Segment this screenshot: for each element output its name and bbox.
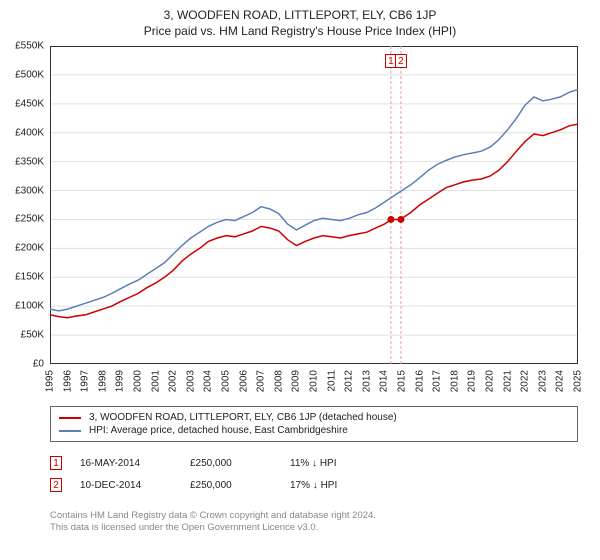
x-tick-label: 2003 — [185, 370, 196, 392]
sale-marker-box: 1 — [50, 456, 62, 470]
y-tick-label: £550K — [4, 41, 44, 52]
x-tick-label: 1999 — [115, 370, 126, 392]
footer: Contains HM Land Registry data © Crown c… — [50, 510, 376, 535]
sale-price: £250,000 — [190, 480, 290, 491]
footer-line-1: Contains HM Land Registry data © Crown c… — [50, 510, 376, 522]
x-tick-label: 2009 — [291, 370, 302, 392]
sale-callout: 2 — [395, 54, 407, 68]
x-tick-label: 1996 — [62, 370, 73, 392]
chart-subtitle: Price paid vs. HM Land Registry's House … — [0, 22, 600, 38]
x-tick-label: 2011 — [326, 370, 337, 392]
sale-diff: 11% ↓ HPI — [290, 458, 400, 469]
x-tick-label: 2002 — [168, 370, 179, 392]
x-tick-label: 2007 — [256, 370, 267, 392]
sales-table: 1 16-MAY-2014£250,00011% ↓ HPI 2 10-DEC-201… — [50, 452, 600, 496]
footer-line-2: This data is licensed under the Open Gov… — [50, 522, 376, 534]
x-tick-label: 2022 — [520, 370, 531, 392]
x-tick-label: 2023 — [537, 370, 548, 392]
x-tick-label: 2012 — [344, 370, 355, 392]
sale-marker-box: 2 — [50, 478, 62, 492]
y-tick-label: £100K — [4, 301, 44, 312]
legend-swatch — [59, 430, 81, 432]
sale-date: 16-MAY-2014 — [80, 458, 190, 469]
x-tick-label: 2000 — [133, 370, 144, 392]
y-tick-label: £50K — [4, 330, 44, 341]
x-tick-label: 2010 — [309, 370, 320, 392]
sale-price: £250,000 — [190, 458, 290, 469]
x-tick-label: 2015 — [397, 370, 408, 392]
x-tick-label: 2006 — [238, 370, 249, 392]
legend-label: 3, WOODFEN ROAD, LITTLEPORT, ELY, CB6 1J… — [89, 412, 397, 423]
legend-item: 3, WOODFEN ROAD, LITTLEPORT, ELY, CB6 1J… — [59, 411, 569, 424]
y-tick-label: £400K — [4, 127, 44, 138]
y-tick-label: £200K — [4, 243, 44, 254]
legend: 3, WOODFEN ROAD, LITTLEPORT, ELY, CB6 1J… — [50, 406, 578, 442]
plot-area: £0£50K£100K£150K£200K£250K£300K£350K£400… — [50, 46, 578, 364]
y-tick-label: £300K — [4, 185, 44, 196]
sale-diff: 17% ↓ HPI — [290, 480, 400, 491]
x-tick-label: 2016 — [414, 370, 425, 392]
x-tick-label: 2025 — [573, 370, 584, 392]
y-tick-label: £350K — [4, 156, 44, 167]
legend-swatch — [59, 417, 81, 419]
y-tick-label: £150K — [4, 272, 44, 283]
y-tick-label: £500K — [4, 69, 44, 80]
x-tick-label: 2021 — [502, 370, 513, 392]
sale-row: 2 10-DEC-2014£250,00017% ↓ HPI — [50, 474, 600, 496]
chart-title: 3, WOODFEN ROAD, LITTLEPORT, ELY, CB6 1J… — [0, 0, 600, 22]
y-tick-label: £250K — [4, 214, 44, 225]
x-tick-label: 2024 — [555, 370, 566, 392]
x-tick-label: 2017 — [432, 370, 443, 392]
chart-container: 3, WOODFEN ROAD, LITTLEPORT, ELY, CB6 1J… — [0, 0, 600, 560]
x-tick-label: 2018 — [449, 370, 460, 392]
x-tick-label: 2004 — [203, 370, 214, 392]
x-tick-label: 2008 — [273, 370, 284, 392]
x-tick-label: 2001 — [150, 370, 161, 392]
legend-item: HPI: Average price, detached house, East… — [59, 424, 569, 437]
x-tick-label: 2005 — [221, 370, 232, 392]
x-tick-label: 1998 — [97, 370, 108, 392]
sale-date: 10-DEC-2014 — [80, 480, 190, 491]
x-tick-label: 2019 — [467, 370, 478, 392]
y-tick-label: £0 — [4, 359, 44, 370]
legend-label: HPI: Average price, detached house, East… — [89, 425, 348, 436]
chart-svg — [50, 46, 578, 364]
x-tick-label: 2014 — [379, 370, 390, 392]
x-tick-label: 1997 — [80, 370, 91, 392]
sale-row: 1 16-MAY-2014£250,00011% ↓ HPI — [50, 452, 600, 474]
x-tick-label: 1995 — [45, 370, 56, 392]
x-tick-label: 2020 — [485, 370, 496, 392]
x-tick-label: 2013 — [361, 370, 372, 392]
y-tick-label: £450K — [4, 98, 44, 109]
